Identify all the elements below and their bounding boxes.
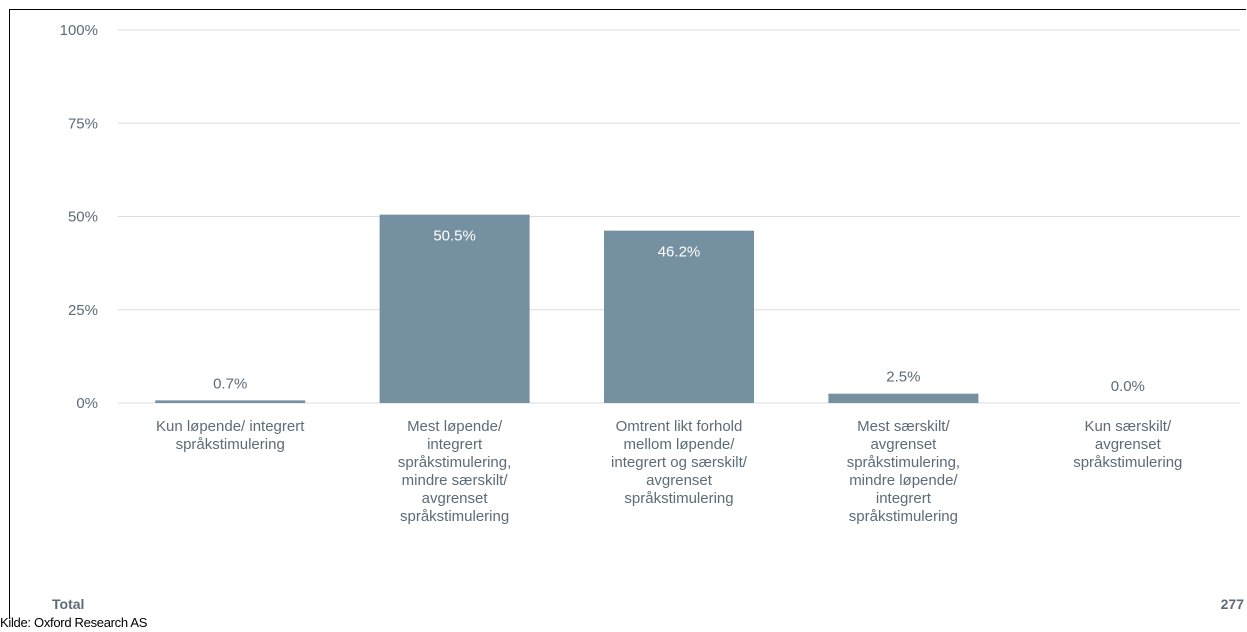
source-note: Kilde: Oxford Research AS <box>0 615 148 630</box>
data-label: 0.7% <box>213 375 247 392</box>
data-label: 50.5% <box>433 228 476 245</box>
category-label: Omtrent likt forhold mellom løpende/integ… <box>611 418 748 507</box>
bar <box>604 230 754 403</box>
category-label: Mest løpende/integrert språkstimulering, m… <box>398 418 511 525</box>
bar <box>155 400 306 403</box>
y-tick-label: 75% <box>68 115 98 132</box>
category-label: Kun særskilt/avgrenset språkstimulering <box>1073 418 1182 471</box>
data-label: 0.0% <box>1111 378 1145 395</box>
y-tick-label: 50% <box>68 209 98 226</box>
category-label: Kun løpende/ integrert språkstimulering <box>156 418 305 453</box>
bar-chart: 0% 25% 50% 75% 100% 0.7% Kun løpende/ integrer… <box>60 22 1240 525</box>
total-value: 277 <box>1220 596 1244 612</box>
data-label: 46.2% <box>658 244 701 261</box>
y-tick-label: 0% <box>76 395 98 412</box>
y-tick-label: 25% <box>68 302 98 319</box>
total-label: Total <box>52 596 85 612</box>
y-tick-label: 100% <box>60 22 98 39</box>
chart-frame <box>9 9 1246 619</box>
bar <box>828 393 979 403</box>
category-label: Mest særskilt/avgrenset språkstimulering,… <box>847 418 960 525</box>
bar <box>379 214 530 403</box>
data-label: 2.5% <box>886 369 920 386</box>
